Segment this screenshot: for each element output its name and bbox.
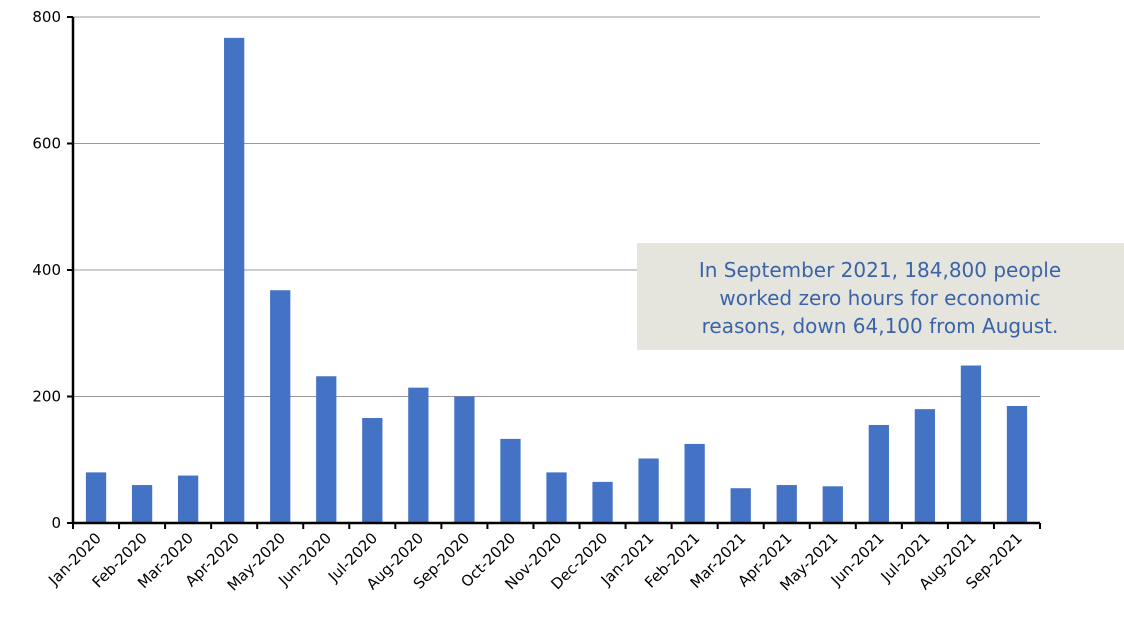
- annotation-line: In September 2021, 184,800 people: [699, 258, 1061, 282]
- bar: [454, 396, 475, 523]
- bar: [85, 472, 107, 523]
- y-tick-label: 600: [32, 135, 61, 153]
- bar: [914, 409, 936, 523]
- y-tick-label: 400: [32, 261, 61, 279]
- bar: [684, 443, 705, 523]
- y-tick-label: 800: [32, 8, 61, 26]
- bar: [1006, 405, 1028, 523]
- bar: [730, 488, 751, 523]
- y-tick-label: 0: [51, 514, 61, 532]
- bar: [868, 424, 889, 523]
- annotation-box: [637, 243, 1124, 350]
- bar: [131, 485, 153, 523]
- y-tick-label: 200: [32, 388, 61, 406]
- bar: [316, 376, 337, 523]
- bar: [960, 365, 982, 523]
- bar: [408, 387, 429, 523]
- bar: [546, 472, 567, 523]
- bar: [270, 290, 291, 523]
- annotation-line: worked zero hours for economic: [719, 286, 1040, 310]
- bar: [638, 458, 659, 523]
- bar: [224, 37, 245, 524]
- bar: [500, 438, 521, 523]
- bar: [362, 418, 383, 523]
- bar: [776, 485, 797, 523]
- annotation-line: reasons, down 64,100 from August.: [702, 314, 1059, 338]
- bar: [592, 481, 613, 523]
- annotation: In September 2021, 184,800 people worked …: [637, 243, 1124, 350]
- bar: [177, 475, 199, 523]
- bar: [822, 486, 843, 523]
